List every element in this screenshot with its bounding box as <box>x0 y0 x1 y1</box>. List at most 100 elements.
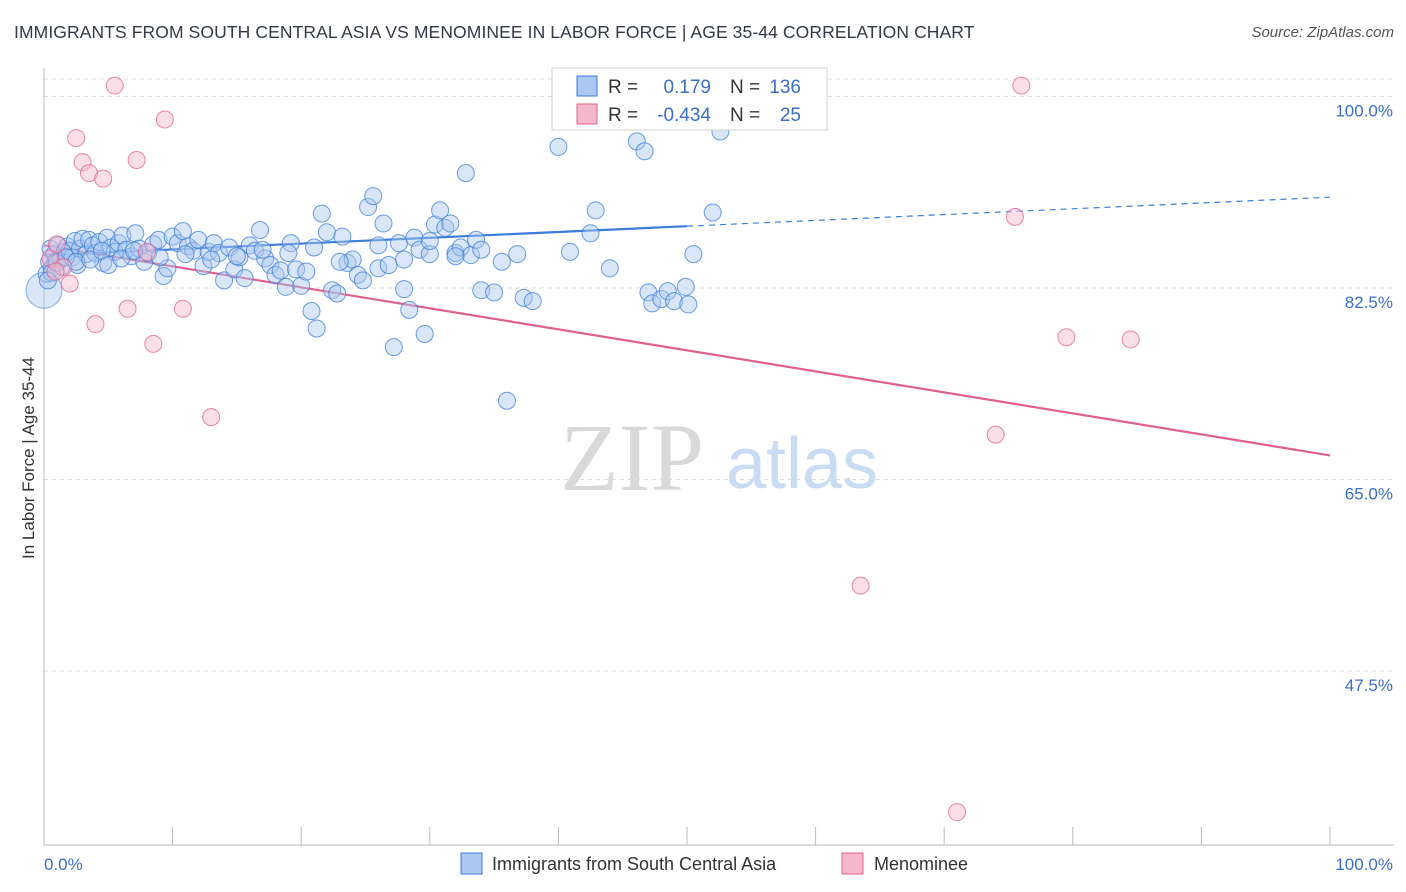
legend-swatch-menominee <box>841 852 864 875</box>
data-point-menominee <box>986 425 1005 444</box>
data-point-menominee <box>144 334 163 353</box>
data-point-south-central-asia <box>679 295 698 314</box>
data-point-south-central-asia <box>328 284 347 303</box>
data-point-menominee <box>127 150 146 169</box>
data-point-menominee <box>47 235 66 254</box>
data-point-menominee <box>86 315 105 334</box>
data-point-south-central-asia <box>227 247 246 266</box>
data-point-south-central-asia <box>560 242 579 261</box>
data-point-south-central-asia <box>364 187 383 206</box>
x-tick-label: 0.0% <box>44 855 83 874</box>
data-point-menominee <box>851 576 870 595</box>
data-point-south-central-asia <box>395 280 414 299</box>
data-point-south-central-asia <box>126 224 145 243</box>
data-point-south-central-asia <box>627 132 646 151</box>
data-point-south-central-asia <box>139 243 158 262</box>
data-point-south-central-asia <box>189 230 208 249</box>
data-point-south-central-asia <box>292 276 311 295</box>
data-points <box>25 76 1140 822</box>
data-point-south-central-asia <box>37 264 56 283</box>
data-point-menominee <box>118 299 137 318</box>
legend-label-menominee: Menominee <box>874 854 968 874</box>
data-point-south-central-asia <box>317 223 336 242</box>
data-point-south-central-asia <box>202 250 221 269</box>
data-point-menominee <box>155 110 174 129</box>
data-point-south-central-asia <box>359 198 378 217</box>
data-point-south-central-asia <box>276 277 295 296</box>
data-point-south-central-asia <box>105 242 124 261</box>
data-point-south-central-asia <box>586 201 605 220</box>
data-point-south-central-asia <box>330 252 349 271</box>
data-point-south-central-asia <box>369 259 388 278</box>
source-credit: Source: ZipAtlas.com <box>1251 24 1394 41</box>
data-point-south-central-asia <box>323 281 342 300</box>
data-point-south-central-asia <box>176 245 195 264</box>
data-point-south-central-asia <box>400 300 419 319</box>
data-point-south-central-asia <box>420 245 439 264</box>
data-point-south-central-asia <box>508 245 527 264</box>
stats-legend-box <box>551 67 828 131</box>
data-point-south-central-asia <box>665 292 684 311</box>
data-point-south-central-asia <box>209 243 228 262</box>
y-axis-title: In Labor Force | Age 35-44 <box>19 357 38 559</box>
data-point-south-central-asia <box>369 236 388 255</box>
data-point-menominee <box>1121 330 1140 349</box>
stats-r-value-blue: 0.179 <box>663 77 711 98</box>
data-point-menominee <box>1012 76 1031 95</box>
data-point-south-central-asia <box>307 319 326 338</box>
data-point-menominee <box>105 76 124 95</box>
data-point-south-central-asia <box>149 230 168 249</box>
watermark-zip: ZIP <box>560 404 704 511</box>
data-point-south-central-asia <box>245 241 264 260</box>
x-tick-label: 100.0% <box>1335 855 1393 874</box>
data-point-south-central-asia <box>676 277 695 296</box>
data-point-south-central-asia <box>215 271 234 290</box>
stats-n-label-pink: N = <box>730 105 760 126</box>
data-point-menominee <box>137 242 156 261</box>
stats-legend-pink-swatch <box>576 103 598 125</box>
data-point-south-central-asia <box>305 238 324 257</box>
data-point-menominee <box>60 274 79 293</box>
stats-n-value-blue: 136 <box>769 77 801 98</box>
data-point-south-central-asia <box>472 240 491 259</box>
stats-n-value-pink: 25 <box>780 105 801 126</box>
chart-title: IMMIGRANTS FROM SOUTH CENTRAL ASIA VS ME… <box>14 22 975 42</box>
data-point-south-central-asia <box>235 269 254 288</box>
data-point-menominee <box>94 169 113 188</box>
data-point-south-central-asia <box>431 201 450 220</box>
data-point-south-central-asia <box>492 252 511 271</box>
data-point-south-central-asia <box>635 142 654 161</box>
data-point-menominee <box>67 129 86 148</box>
stats-r-value-pink: -0.434 <box>657 105 711 126</box>
y-tick-labels: 47.5% 65.0% 82.5% 100.0% <box>1335 102 1393 695</box>
data-point-south-central-asia <box>302 301 321 320</box>
data-point-south-central-asia <box>523 292 542 311</box>
watermark: ZIP atlas <box>560 404 878 511</box>
data-point-south-central-asia <box>338 253 357 272</box>
data-point-menominee <box>73 153 92 172</box>
legend-swatch-south-central-asia <box>460 852 483 875</box>
data-point-menominee <box>80 164 99 183</box>
data-point-menominee <box>173 299 192 318</box>
data-point-south-central-asia <box>353 271 372 290</box>
axes <box>43 68 1394 846</box>
data-point-south-central-asia <box>456 164 475 183</box>
data-point-south-central-asia <box>297 262 316 281</box>
data-point-south-central-asia <box>125 241 144 260</box>
data-point-south-central-asia <box>253 240 272 259</box>
y-tick-label: 100.0% <box>1335 102 1393 121</box>
watermark-atlas: atlas <box>726 424 878 504</box>
stats-n-label-blue: N = <box>730 77 760 98</box>
data-point-menominee <box>202 408 221 427</box>
data-point-south-central-asia <box>374 214 393 233</box>
legend-label-south-central-asia: Immigrants from South Central Asia <box>492 854 777 874</box>
data-point-south-central-asia <box>312 204 331 223</box>
x-tick-labels: 0.0% 100.0% <box>44 855 1393 874</box>
stats-r-label-pink: R = <box>608 105 638 126</box>
data-point-south-central-asia <box>333 227 352 246</box>
data-point-south-central-asia <box>684 245 703 264</box>
data-point-south-central-asia <box>271 261 290 280</box>
grid-lines <box>44 78 1394 672</box>
data-point-south-central-asia <box>467 230 486 249</box>
data-point-south-central-asia <box>261 256 280 275</box>
